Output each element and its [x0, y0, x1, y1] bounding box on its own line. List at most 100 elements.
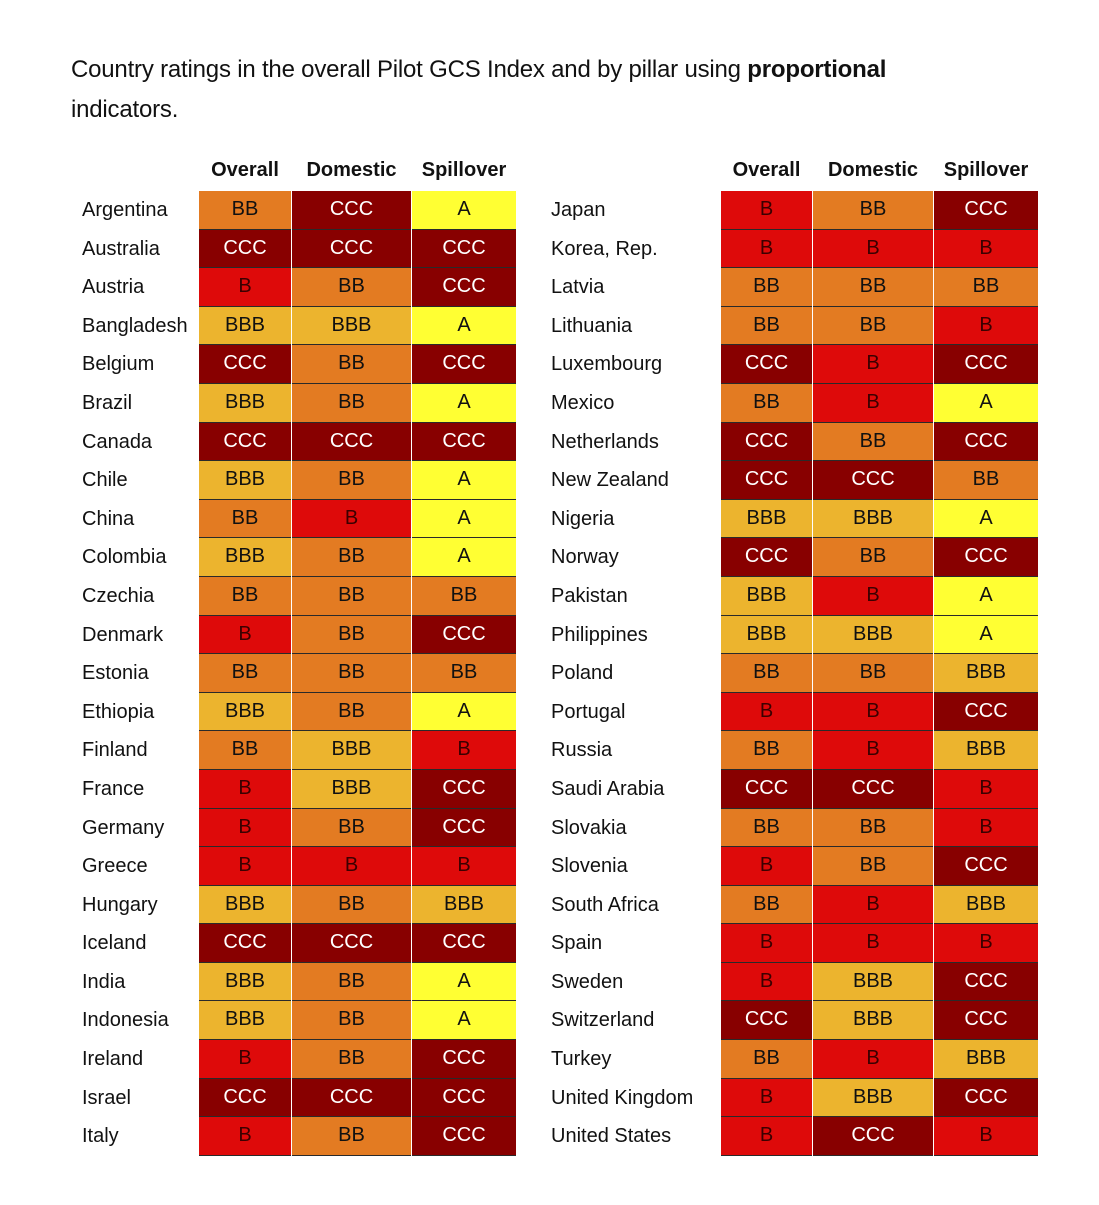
- header-domestic: Domestic: [306, 159, 397, 181]
- domestic-rating-cell: CCC: [292, 229, 411, 269]
- overall-rating-cell: BBB: [199, 538, 291, 577]
- domestic-rating-cell: BB: [292, 692, 411, 732]
- overall-rating-cell: CCC: [199, 345, 291, 384]
- domestic-rating-cell: BBB: [813, 1001, 933, 1041]
- country-name: Sweden: [551, 970, 624, 993]
- spillover-rating-cell: CCC: [934, 692, 1038, 732]
- spillover-rating-cell: BBB: [934, 731, 1038, 770]
- domestic-rating-cell: B: [813, 731, 933, 770]
- domestic-rating-cell: BB: [813, 191, 933, 230]
- country-name: Iceland: [82, 932, 147, 955]
- country-name: Switzerland: [551, 1009, 655, 1032]
- overall-rating-cell: CCC: [721, 769, 812, 809]
- country-name: New Zealand: [551, 469, 669, 492]
- domestic-rating-cell: B: [813, 383, 933, 423]
- overall-rating-cell: B: [199, 769, 291, 809]
- domestic-rating-cell: CCC: [292, 422, 411, 462]
- country-name: Russia: [551, 739, 613, 762]
- spillover-rating-cell: CCC: [934, 1078, 1038, 1118]
- country-name: Finland: [82, 739, 148, 762]
- spillover-rating-cell: CCC: [412, 422, 516, 462]
- overall-rating-cell: BB: [721, 1040, 812, 1079]
- country-name: Canada: [82, 430, 153, 453]
- domestic-rating-cell: CCC: [292, 924, 411, 963]
- spillover-rating-cell: CCC: [934, 422, 1038, 462]
- country-name: Argentina: [82, 199, 168, 221]
- overall-rating-cell: CCC: [199, 1078, 291, 1118]
- spillover-rating-cell: A: [412, 306, 516, 346]
- overall-rating-cell: BBB: [721, 615, 812, 655]
- country-name: Spain: [551, 932, 603, 955]
- overall-rating-cell: BBB: [199, 461, 291, 500]
- spillover-rating-cell: A: [934, 615, 1038, 655]
- spillover-rating-cell: B: [934, 306, 1038, 346]
- spillover-rating-cell: CCC: [934, 1001, 1038, 1041]
- domestic-rating-cell: BB: [813, 654, 933, 693]
- spillover-rating-cell: A: [412, 383, 516, 423]
- spillover-rating-cell: A: [412, 499, 516, 539]
- spillover-rating-cell: B: [412, 847, 516, 886]
- spillover-rating-cell: B: [412, 731, 516, 770]
- overall-rating-cell: BBB: [199, 306, 291, 346]
- domestic-rating-cell: BB: [292, 885, 411, 925]
- spillover-rating-cell: CCC: [412, 615, 516, 655]
- overall-rating-cell: BBB: [199, 962, 291, 1002]
- country-name: Germany: [82, 816, 165, 839]
- overall-rating-cell: CCC: [199, 422, 291, 462]
- spillover-rating-cell: BBB: [934, 885, 1038, 925]
- domestic-rating-cell: B: [813, 1040, 933, 1079]
- spillover-rating-cell: BB: [412, 654, 516, 693]
- domestic-rating-cell: CCC: [813, 769, 933, 809]
- spillover-rating-cell: B: [934, 769, 1038, 809]
- overall-rating-cell: B: [721, 229, 812, 269]
- domestic-rating-cell: BB: [292, 654, 411, 693]
- overall-rating-cell: BB: [199, 731, 291, 770]
- country-name: Latvia: [551, 276, 605, 299]
- domestic-rating-cell: BBB: [813, 962, 933, 1002]
- overall-rating-cell: BB: [721, 885, 812, 925]
- header-spillover: Spillover: [421, 159, 507, 181]
- overall-rating-cell: BB: [199, 654, 291, 693]
- country-name: United Kingdom: [551, 1086, 694, 1109]
- spillover-rating-cell: A: [934, 499, 1038, 539]
- country-name: Denmark: [82, 623, 164, 646]
- domestic-rating-cell: BB: [813, 306, 933, 346]
- domestic-rating-cell: B: [813, 229, 933, 269]
- country-name: Japan: [551, 199, 606, 221]
- domestic-rating-cell: BB: [813, 538, 933, 577]
- spillover-rating-cell: CCC: [412, 1117, 516, 1156]
- overall-rating-cell: B: [721, 692, 812, 732]
- domestic-rating-cell: BB: [292, 808, 411, 848]
- spillover-rating-cell: B: [934, 808, 1038, 848]
- domestic-rating-cell: BBB: [292, 731, 411, 770]
- country-name: Mexico: [551, 391, 615, 414]
- country-name: Slovakia: [551, 816, 627, 839]
- overall-rating-cell: B: [199, 1117, 291, 1156]
- country-name: Ethiopia: [82, 700, 155, 723]
- caption-text-before: Country ratings in the overall Pilot GCS…: [71, 56, 748, 83]
- domestic-rating-cell: BB: [292, 1117, 411, 1156]
- country-name: Indonesia: [82, 1009, 169, 1032]
- spillover-rating-cell: BB: [934, 268, 1038, 307]
- domestic-rating-cell: BBB: [813, 1078, 933, 1118]
- header-overall: Overall: [732, 159, 801, 181]
- domestic-rating-cell: B: [813, 576, 933, 616]
- domestic-rating-cell: BB: [813, 268, 933, 307]
- spillover-rating-cell: A: [412, 538, 516, 577]
- domestic-rating-cell: CCC: [813, 1117, 933, 1156]
- spillover-rating-cell: B: [934, 924, 1038, 963]
- overall-rating-cell: BB: [721, 808, 812, 848]
- country-name: Colombia: [82, 546, 167, 569]
- domestic-rating-cell: BB: [292, 1040, 411, 1079]
- overall-rating-cell: B: [199, 268, 291, 307]
- domestic-rating-cell: B: [292, 847, 411, 886]
- overall-rating-cell: BBB: [199, 1001, 291, 1041]
- overall-rating-cell: B: [721, 191, 812, 230]
- country-name: Luxembourg: [551, 353, 663, 376]
- country-name: Portugal: [551, 700, 626, 723]
- domestic-rating-cell: BB: [292, 345, 411, 384]
- spillover-rating-cell: CCC: [934, 538, 1038, 577]
- overall-rating-cell: CCC: [721, 538, 812, 577]
- overall-rating-cell: BB: [721, 654, 812, 693]
- domestic-rating-cell: BBB: [292, 769, 411, 809]
